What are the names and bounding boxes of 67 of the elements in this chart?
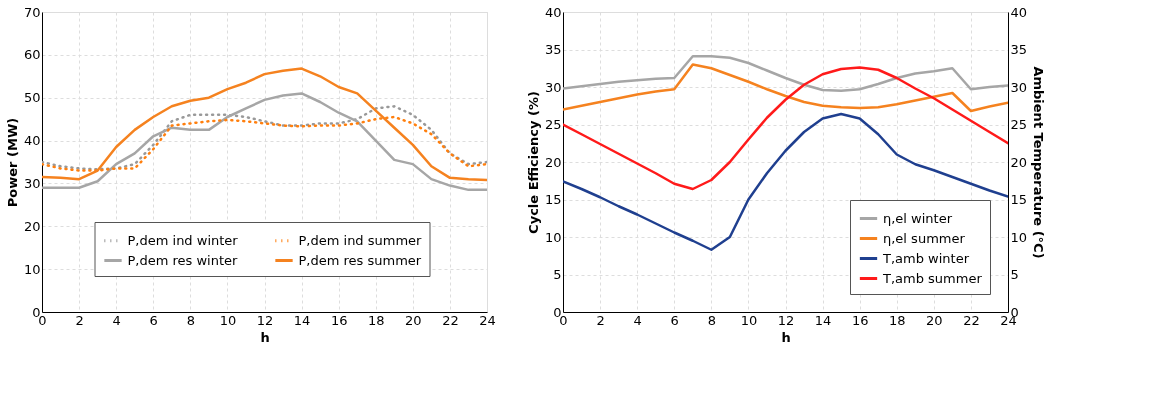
- y-tick-label: 20: [23, 218, 41, 234]
- x-tick-label: 14: [814, 312, 832, 328]
- x-tick-label: 18: [367, 312, 385, 328]
- y2-tick-label: 15: [1010, 192, 1028, 207]
- y-tick-label: 5: [553, 267, 562, 282]
- line-series: [563, 55, 1008, 92]
- y-tick-label: 40: [23, 133, 41, 149]
- line-series: [42, 67, 487, 182]
- line-series: [42, 92, 487, 192]
- legend-label: P,dem res summer: [298, 252, 422, 268]
- y2-tick-label: 25: [1010, 117, 1028, 132]
- y-tick-label: 25: [544, 117, 562, 132]
- legend-label: P,dem res winter: [127, 252, 239, 268]
- x-tick-label: 16: [330, 312, 348, 328]
- line-series: [563, 63, 1008, 113]
- y-tick-label: 35: [544, 42, 562, 57]
- x-tick-label: 16: [851, 312, 869, 328]
- legend-label: T,amb summer: [882, 270, 983, 286]
- x-tick-label: 22: [442, 312, 459, 328]
- x-tick-label: 24: [479, 312, 496, 328]
- legend-label: P,dem ind summer: [298, 232, 423, 248]
- x-tick-label: 8: [186, 312, 195, 328]
- y2-tick-label: 40: [1010, 4, 1028, 20]
- x-tick-label: 4: [112, 312, 121, 328]
- legend-label: η,el winter: [883, 210, 953, 226]
- y-tick-label: 10: [544, 229, 562, 245]
- y-tick-label: 30: [23, 175, 41, 191]
- line-series: [563, 112, 1008, 251]
- y-axis-title: Power (MW): [4, 117, 20, 208]
- x-tick-label: 14: [293, 312, 311, 328]
- line-series: [42, 105, 487, 171]
- x-tick-label: 10: [219, 312, 237, 328]
- y2-tick-label: 20: [1010, 154, 1028, 170]
- x-tick-label: 6: [670, 312, 679, 328]
- y2-tick-label: 35: [1010, 42, 1028, 57]
- x-tick-label: 2: [596, 312, 605, 328]
- y2-axis-title: Ambient Temperature (°C): [1031, 66, 1047, 259]
- x-tick-label: 8: [707, 312, 716, 328]
- y-tick-label: 70: [23, 4, 41, 20]
- legend-label: P,dem ind winter: [127, 232, 239, 248]
- y-axis-title: Cycle Efficiency (%): [525, 91, 541, 234]
- x-tick-label: 22: [963, 312, 980, 328]
- x-tick-label: 6: [149, 312, 158, 328]
- y-tick-label: 50: [23, 90, 41, 106]
- line-series: [563, 66, 1008, 191]
- y-tick-label: 20: [544, 154, 562, 170]
- y-tick-label: 60: [23, 47, 41, 63]
- legend-label: T,amb winter: [882, 250, 970, 266]
- x-tick-label: 20: [926, 312, 943, 328]
- y-tick-label: 15: [544, 192, 562, 207]
- x-axis-title: h: [781, 329, 791, 345]
- y2-tick-label: 30: [1010, 79, 1028, 95]
- y2-tick-label: 10: [1010, 229, 1028, 245]
- y-tick-label: 40: [544, 4, 562, 20]
- x-tick-label: 18: [888, 312, 906, 328]
- x-tick-label: 2: [75, 312, 84, 328]
- legend-label: η,el summer: [883, 230, 966, 246]
- x-tick-label: 12: [777, 312, 795, 328]
- x-tick-label: 10: [740, 312, 758, 328]
- x-axis-title: h: [260, 329, 270, 345]
- y-tick-label: 10: [23, 261, 41, 277]
- x-tick-label: 4: [633, 312, 642, 328]
- x-tick-label: 20: [405, 312, 422, 328]
- y2-tick-label: 5: [1010, 267, 1019, 282]
- x-tick-label: 12: [256, 312, 274, 328]
- y-tick-label: 30: [544, 79, 562, 95]
- line-series: [42, 115, 487, 172]
